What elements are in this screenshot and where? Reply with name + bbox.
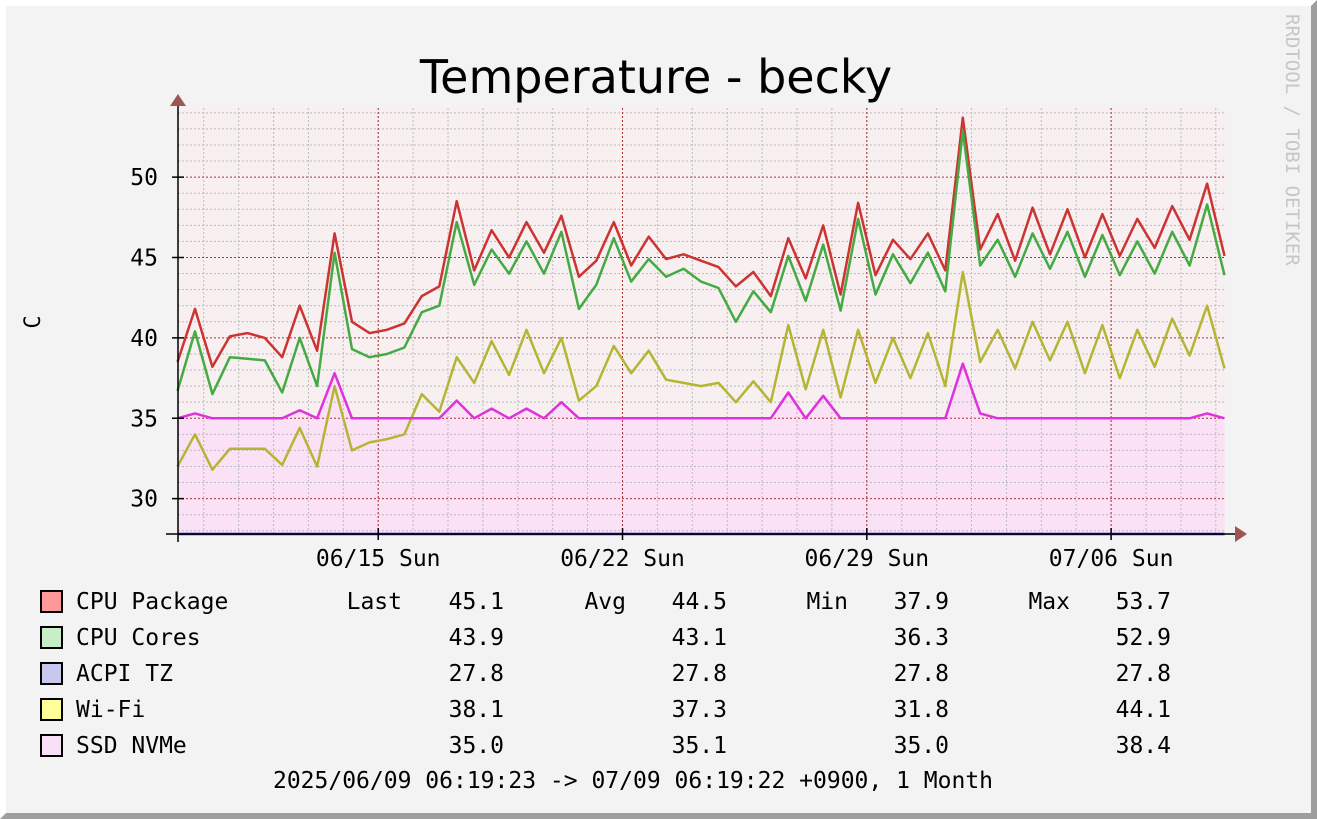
axes [166, 94, 1247, 542]
legend-swatch [40, 626, 63, 649]
legend-min-value: 31.8 [894, 697, 949, 723]
legend-name: CPU Package [76, 589, 228, 615]
legend-max-value: 53.7 [1116, 589, 1171, 615]
grid-lines [178, 108, 1225, 534]
chart-title: Temperature - becky [419, 50, 892, 104]
legend-last-value: 35.0 [449, 733, 504, 759]
legend-last-label: Last [347, 589, 402, 615]
legend-swatch [40, 698, 63, 721]
legend-last-value: 27.8 [449, 661, 504, 687]
legend-avg-value: 27.8 [672, 661, 727, 687]
legend-name: ACPI TZ [76, 661, 173, 687]
legend-min-label: Min [806, 589, 848, 615]
legend-max-value: 44.1 [1116, 697, 1171, 723]
legend-max-value: 52.9 [1116, 625, 1171, 651]
legend-swatch [40, 590, 63, 613]
legend-min-value: 37.9 [894, 589, 949, 615]
legend-max-label: Max [1028, 589, 1070, 615]
legend-min-value: 35.0 [894, 733, 949, 759]
y-axis-arrow [170, 94, 186, 106]
time-range-footer: 2025/06/09 06:19:23 -> 07/09 06:19:22 +0… [273, 768, 993, 794]
legend-last-value: 43.9 [449, 625, 504, 651]
legend-min-value: 36.3 [894, 625, 949, 651]
series-fill-4 [177, 363, 1225, 534]
x-axis-arrow [1235, 526, 1247, 542]
legend-last-value: 38.1 [449, 697, 504, 723]
legend-avg-value: 43.1 [672, 625, 727, 651]
watermark: RRDTOOL / TOBI OETIKER [1281, 14, 1303, 266]
y-tick-label: 30 [130, 487, 158, 513]
legend-min-value: 27.8 [894, 661, 949, 687]
y-tick-label: 50 [130, 165, 158, 191]
legend-name: CPU Cores [76, 625, 201, 651]
x-tick-label: 06/22 Sun [560, 546, 685, 572]
x-tick-label: 06/15 Sun [316, 546, 441, 572]
series-line-1 [176, 129, 1226, 396]
legend-avg-label: Avg [584, 589, 626, 615]
series-line-0 [176, 116, 1226, 369]
legend-avg-value: 35.1 [672, 733, 727, 759]
y-tick-label: 40 [130, 326, 158, 352]
legend-swatch [40, 662, 63, 685]
series-line-4 [177, 362, 1225, 420]
x-tick-label: 06/29 Sun [805, 546, 930, 572]
series-fills [177, 363, 1225, 534]
legend-last-value: 45.1 [449, 589, 504, 615]
y-tick-label: 35 [130, 406, 158, 432]
legend-avg-value: 37.3 [672, 697, 727, 723]
legend: CPU Package Last 45.1 Avg 44.5 Min 37.9 Max 53.7… [40, 589, 1171, 759]
series-line-3 [176, 270, 1226, 471]
legend-name: Wi-Fi [76, 697, 145, 723]
legend-swatch [40, 734, 63, 757]
y-tick-labels: 30 35 40 45 50 [130, 165, 158, 513]
legend-name: SSD NVMe [76, 733, 187, 759]
series-lines [176, 116, 1226, 536]
y-tick-label: 45 [130, 246, 158, 272]
legend-max-value: 27.8 [1116, 661, 1171, 687]
x-tick-labels: 06/15 Sun 06/22 Sun 06/29 Sun 07/06 Sun [316, 546, 1174, 572]
x-tick-label: 07/06 Sun [1049, 546, 1174, 572]
legend-max-value: 38.4 [1116, 733, 1171, 759]
y-axis-label: C [21, 315, 46, 328]
legend-avg-value: 44.5 [672, 589, 727, 615]
